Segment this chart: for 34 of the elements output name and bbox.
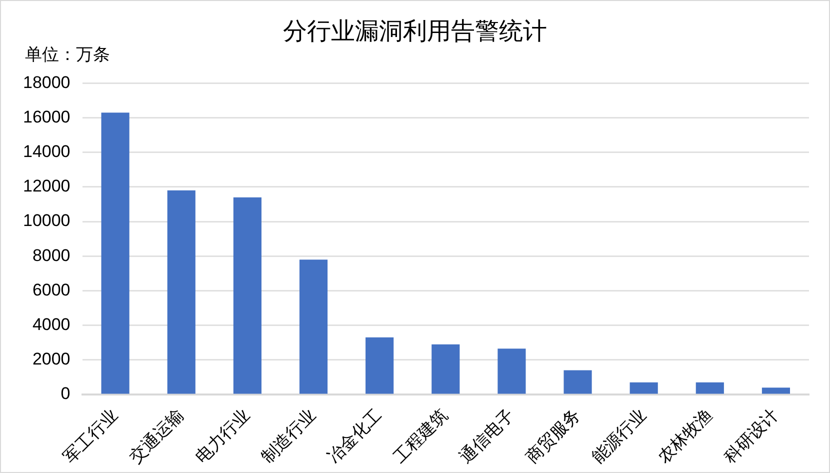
x-tick-label: 电力行业 [192,405,254,468]
y-tick-label: 14000 [22,142,70,162]
y-tick-label: 8000 [32,246,70,265]
y-tick-label: 18000 [22,72,70,92]
x-tick-label: 商贸服务 [522,405,584,468]
x-tick-label: 交通运输 [126,405,188,468]
y-tick-label: 2000 [32,350,70,369]
bar [498,348,526,394]
bar [366,337,394,394]
x-tick-label: 冶金化工 [324,405,386,468]
y-tick-label: 6000 [32,280,70,300]
y-tick-label: 0 [60,384,70,404]
y-tick-label: 4000 [32,315,70,334]
bar [101,112,130,394]
y-tick-label: 12000 [22,176,70,196]
y-axis-title: 单位：万条 [25,44,110,66]
x-tick-label: 农林牧渔 [654,405,717,468]
x-tick-label: 工程建筑 [390,405,452,468]
x-tick-label: 军工行业 [60,405,122,468]
x-tick-label: 通信电子 [456,405,518,468]
y-tick-label: 16000 [22,107,70,126]
x-tick-label: 制造行业 [258,405,320,468]
y-tick-label: 10000 [22,211,70,230]
x-tick-label: 科研设计 [720,405,783,468]
bar [167,190,196,394]
bar [233,197,262,394]
bar [299,260,328,394]
bar [432,344,460,394]
bar [564,370,592,394]
chart-title: 分行业漏洞利用告警统计 [283,17,547,45]
bar [762,388,790,394]
bar [630,382,658,394]
x-tick-label: 能源行业 [588,405,650,468]
bar [696,382,724,394]
